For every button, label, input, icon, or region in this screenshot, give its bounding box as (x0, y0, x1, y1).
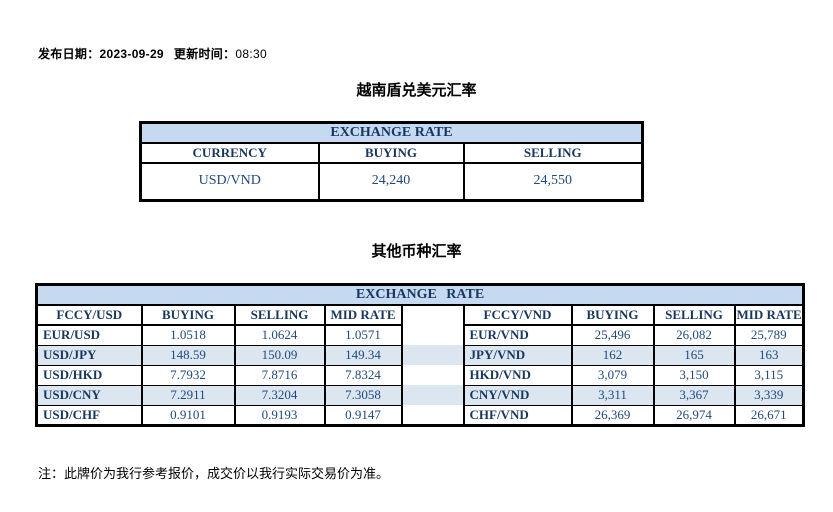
column-header-fccy-usd: FCCY/USD (35, 304, 143, 326)
column-header-buying: BUYING (317, 142, 465, 164)
spacer-cell (400, 385, 465, 405)
column-header-row: FCCY/USD BUYING SELLING MID RATE FCCY/VN… (35, 304, 805, 326)
rate-cell: 163 (733, 344, 805, 366)
rate-cell: 3,079 (570, 364, 655, 386)
rate-cell: 7.7932 (140, 364, 236, 386)
rate-cell: 165 (652, 344, 736, 366)
column-header-selling: SELLING (462, 142, 644, 164)
other-rates-table: EXCHANGE RATE FCCY/USD BUYING SELLING MI… (35, 283, 806, 427)
rate-cell: 0.9101 (140, 404, 236, 426)
rate-cell: 26,369 (570, 404, 655, 426)
table-title-cell: EXCHANGE RATE (35, 283, 805, 306)
table-row: USD/VND 24,240 24,550 (139, 162, 644, 201)
rate-cell: 3,367 (652, 384, 736, 406)
rate-cell: 7.3058 (323, 384, 403, 406)
rate-cell: 0.9193 (233, 404, 326, 426)
currency-pair-cell: USD/JPY (35, 344, 143, 366)
rate-cell: 1.0518 (140, 324, 236, 346)
currency-pair-cell: USD/HKD (35, 364, 143, 386)
column-header-row: CURRENCY BUYING SELLING (139, 142, 644, 164)
spacer-cell (400, 365, 465, 385)
update-label: 更新时间： (173, 47, 236, 61)
currency-pair-cell: USD/CHF (35, 404, 143, 426)
spacer-cell (400, 405, 465, 425)
rate-cell: 24,550 (462, 162, 644, 201)
spacer-cell (400, 325, 465, 345)
rate-cell: 7.8324 (323, 364, 403, 386)
currency-pair-cell: CNY/VND (462, 384, 573, 406)
rate-cell: 150.09 (233, 344, 326, 366)
rate-cell: 1.0571 (323, 324, 403, 346)
column-header-selling: SELLING (652, 304, 736, 326)
rate-cell: 26,671 (733, 404, 805, 426)
rate-cell: 7.8716 (233, 364, 326, 386)
section-title-usd-vnd: 越南盾兑美元汇率 (356, 82, 477, 99)
rate-cell: 3,339 (733, 384, 805, 406)
rate-cell: 1.0624 (233, 324, 326, 346)
rate-cell: 24,240 (317, 162, 465, 201)
rate-cell: 149.34 (323, 344, 403, 366)
spacer-cell (400, 345, 465, 365)
table-title-cell: EXCHANGE RATE (139, 121, 644, 144)
rate-cell: 7.2911 (140, 384, 236, 406)
column-header-buying: BUYING (140, 304, 236, 326)
update-time: 08:30 (235, 47, 267, 61)
spacer-cell (400, 305, 465, 325)
rate-cell: 25,496 (570, 324, 655, 346)
rate-cell: 162 (570, 344, 655, 366)
currency-pair-cell: USD/CNY (35, 384, 143, 406)
column-header-mid-rate: MID RATE (323, 304, 403, 326)
currency-pair-cell: HKD/VND (462, 364, 573, 386)
currency-pair-cell: USD/VND (139, 162, 320, 201)
rate-cell: 3,150 (652, 364, 736, 386)
currency-pair-cell: JPY/VND (462, 344, 573, 366)
table-row: USD/CNY 7.2911 7.3204 7.3058 CNY/VND 3,3… (35, 384, 805, 406)
rate-cell: 25,789 (733, 324, 805, 346)
currency-pair-cell: CHF/VND (462, 404, 573, 426)
rate-cell: 0.9147 (323, 404, 403, 426)
column-header-selling: SELLING (233, 304, 326, 326)
table-title-row: EXCHANGE RATE (139, 121, 644, 144)
section-title-other-currencies: 其他币种汇率 (371, 243, 462, 260)
rate-cell: 3,311 (570, 384, 655, 406)
usd-vnd-rate-table: EXCHANGE RATE CURRENCY BUYING SELLING US… (139, 121, 644, 202)
rate-cell: 148.59 (140, 344, 236, 366)
rate-cell: 7.3204 (233, 384, 326, 406)
column-header-fccy-vnd: FCCY/VND (462, 304, 573, 326)
table-row: USD/HKD 7.7932 7.8716 7.8324 HKD/VND 3,0… (35, 364, 805, 386)
rate-cell: 26,082 (652, 324, 736, 346)
table-row: USD/JPY 148.59 150.09 149.34 JPY/VND 162… (35, 344, 805, 366)
table-row: USD/CHF 0.9101 0.9193 0.9147 CHF/VND 26,… (35, 404, 805, 426)
currency-pair-cell: EUR/USD (35, 324, 143, 346)
column-header-currency: CURRENCY (139, 142, 320, 164)
column-header-buying: BUYING (570, 304, 655, 326)
column-header-mid-rate: MID RATE (733, 304, 805, 326)
disclaimer-note: 注：此牌价为我行参考报价，成交价以我行实际交易价为准。 (38, 466, 390, 481)
rate-cell: 26,974 (652, 404, 736, 426)
publish-label: 发布日期： (38, 47, 100, 61)
table-row: EUR/USD 1.0518 1.0624 1.0571 EUR/VND 25,… (35, 324, 805, 346)
publish-update-line: 发布日期：2023-09-29 更新时间：08:30 (38, 45, 267, 62)
publish-date: 2023-09-29 (99, 47, 164, 61)
rate-cell: 3,115 (733, 364, 805, 386)
currency-pair-cell: EUR/VND (462, 324, 573, 346)
table-title-row: EXCHANGE RATE (35, 283, 805, 306)
